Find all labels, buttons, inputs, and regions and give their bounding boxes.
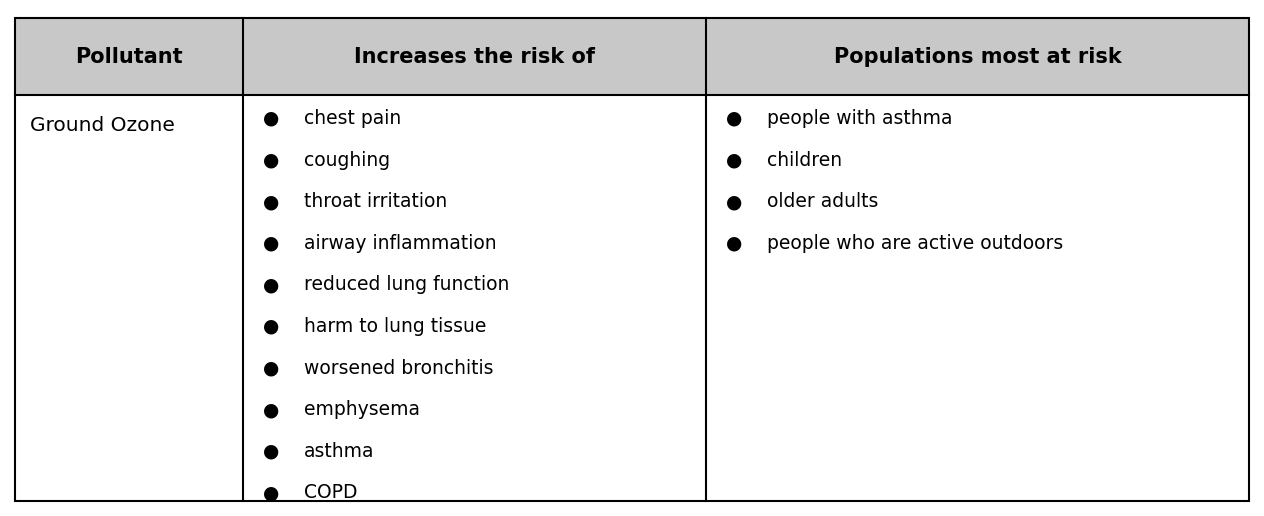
Text: ●: ● xyxy=(263,151,279,170)
Text: ●: ● xyxy=(263,400,279,419)
Text: ●: ● xyxy=(263,234,279,253)
Text: asthma: asthma xyxy=(305,442,374,461)
Text: ●: ● xyxy=(726,151,742,170)
Text: children: children xyxy=(767,151,842,170)
Text: Pollutant: Pollutant xyxy=(76,46,183,67)
Text: harm to lung tissue: harm to lung tissue xyxy=(305,317,487,336)
Text: ●: ● xyxy=(263,359,279,378)
Text: ●: ● xyxy=(263,483,279,502)
Bar xyxy=(707,18,1249,95)
Text: ●: ● xyxy=(263,276,279,294)
Text: ●: ● xyxy=(263,442,279,461)
Text: worsened bronchitis: worsened bronchitis xyxy=(305,359,493,378)
Text: people with asthma: people with asthma xyxy=(767,109,952,128)
Text: coughing: coughing xyxy=(305,151,391,170)
Text: throat irritation: throat irritation xyxy=(305,192,447,211)
Text: ●: ● xyxy=(726,234,742,253)
Text: reduced lung function: reduced lung function xyxy=(305,276,509,294)
Text: Increases the risk of: Increases the risk of xyxy=(354,46,595,67)
Text: COPD: COPD xyxy=(305,483,358,502)
Text: airway inflammation: airway inflammation xyxy=(305,234,497,253)
Bar xyxy=(244,18,707,95)
Text: emphysema: emphysema xyxy=(305,400,420,419)
Text: ●: ● xyxy=(263,317,279,336)
Text: ●: ● xyxy=(263,109,279,128)
Text: chest pain: chest pain xyxy=(305,109,401,128)
Text: ●: ● xyxy=(726,192,742,211)
Text: older adults: older adults xyxy=(767,192,878,211)
Text: ●: ● xyxy=(263,192,279,211)
Text: people who are active outdoors: people who are active outdoors xyxy=(767,234,1063,253)
Text: Ground Ozone: Ground Ozone xyxy=(30,116,176,135)
Text: ●: ● xyxy=(726,109,742,128)
Bar xyxy=(15,95,1249,501)
Text: Populations most at risk: Populations most at risk xyxy=(833,46,1121,67)
Bar xyxy=(15,18,244,95)
